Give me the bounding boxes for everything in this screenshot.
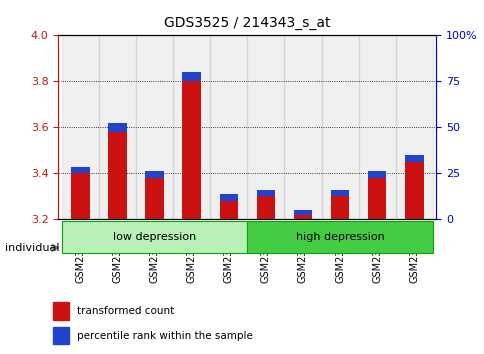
Bar <box>71 173 90 219</box>
Bar <box>404 155 423 162</box>
Bar <box>330 190 348 196</box>
FancyBboxPatch shape <box>62 221 247 253</box>
Bar <box>330 196 348 219</box>
Bar <box>219 201 238 219</box>
Bar <box>182 72 200 81</box>
Bar <box>182 35 200 219</box>
Bar <box>219 35 238 219</box>
Bar <box>108 35 126 219</box>
Bar <box>62 35 99 219</box>
Bar <box>256 196 274 219</box>
Text: low depression: low depression <box>113 232 196 242</box>
Bar <box>108 132 126 219</box>
Bar <box>395 35 432 219</box>
Bar <box>367 35 386 219</box>
Bar <box>53 302 69 320</box>
Bar <box>219 194 238 201</box>
Bar <box>71 35 90 219</box>
Bar <box>108 123 126 132</box>
Text: high depression: high depression <box>295 232 384 242</box>
Bar <box>367 178 386 219</box>
Bar <box>358 35 395 219</box>
Bar <box>182 81 200 219</box>
Bar <box>293 215 312 219</box>
Text: transformed count: transformed count <box>77 306 174 316</box>
Bar <box>293 35 312 219</box>
Bar <box>256 190 274 196</box>
Bar <box>136 35 173 219</box>
Bar <box>321 35 358 219</box>
Bar <box>145 171 164 178</box>
Bar <box>404 35 423 219</box>
Bar <box>284 35 321 219</box>
Bar <box>367 171 386 178</box>
Bar <box>99 35 136 219</box>
Bar <box>53 327 69 344</box>
Title: GDS3525 / 214343_s_at: GDS3525 / 214343_s_at <box>164 16 330 30</box>
Bar <box>256 35 274 219</box>
Bar <box>145 35 164 219</box>
Bar <box>173 35 210 219</box>
Bar <box>210 35 247 219</box>
Bar <box>404 162 423 219</box>
Bar <box>71 167 90 173</box>
Text: percentile rank within the sample: percentile rank within the sample <box>77 331 253 341</box>
Text: individual: individual <box>5 243 59 253</box>
Bar <box>293 210 312 215</box>
FancyBboxPatch shape <box>247 221 432 253</box>
Bar <box>330 35 348 219</box>
Bar <box>247 35 284 219</box>
Bar <box>145 178 164 219</box>
